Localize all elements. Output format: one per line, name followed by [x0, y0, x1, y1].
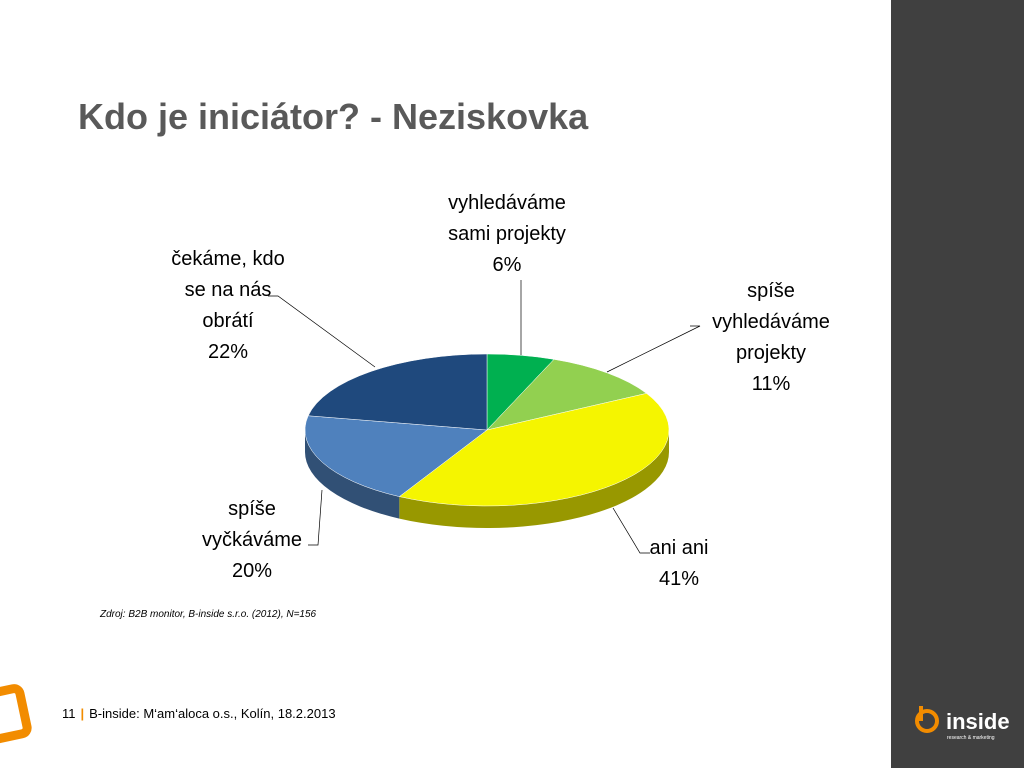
value-label: 22% — [207, 341, 249, 363]
title: Kdo je iniciátor? - Neziskovka — [78, 96, 589, 137]
slice-side — [399, 430, 669, 528]
value-label: 11% — [751, 373, 791, 395]
decor-square — [0, 684, 32, 746]
leader-line — [308, 489, 323, 546]
slice — [307, 353, 488, 431]
value-label: 6% — [492, 254, 522, 276]
data-label: spíše vyhledáváme projekty 11% — [701, 276, 841, 400]
data-label: čekáme, kdo se na nás obrátí 22% — [158, 244, 298, 368]
logo-icon — [915, 709, 939, 733]
slice-side — [305, 430, 400, 519]
logo-tagline: research & marketing — [947, 735, 995, 741]
data-label: spíše vyčkáváme 20% — [190, 494, 315, 587]
sidebar — [891, 0, 1024, 768]
leader-line — [612, 507, 650, 554]
data-label: ani ani 41% — [629, 533, 729, 595]
category-label: ani ani — [649, 537, 709, 559]
logo-name: inside — [946, 709, 1010, 734]
page-number: 11 — [62, 706, 76, 721]
slice — [486, 359, 648, 431]
separator: | — [80, 706, 85, 721]
category-label: spíše vyčkáváme — [201, 498, 303, 551]
leader-line — [268, 295, 376, 368]
slice — [398, 393, 670, 507]
value-label: 20% — [231, 560, 273, 582]
category-label: spíše vyhledáváme projekty — [712, 280, 830, 364]
slice — [304, 415, 488, 497]
source: Zdroj: B2B monitor, B-inside s.r.o. (201… — [100, 609, 317, 620]
footer: 11 | B-inside: M‘am‘aloca o.s., Kolín, 18.… — [62, 706, 336, 721]
leader-line — [606, 325, 701, 373]
footer-text: B-inside: M‘am‘aloca o.s., Kolín, 18.2.2… — [89, 706, 336, 721]
data-label: vyhledáváme sami projekty 6% — [432, 188, 582, 281]
value-label: 41% — [658, 568, 700, 590]
category-label: čekáme, kdo se na nás obrátí — [171, 248, 285, 332]
category-label: vyhledáváme sami projekty — [448, 192, 566, 245]
